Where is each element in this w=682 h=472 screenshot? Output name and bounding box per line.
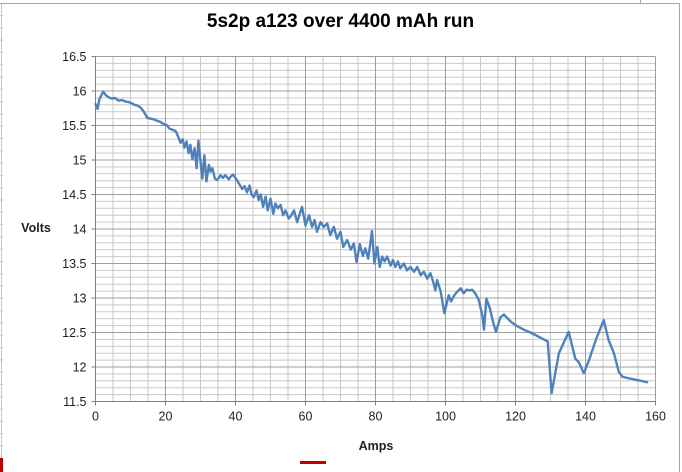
x-tick-label: 20 xyxy=(159,410,173,424)
y-tick-label: 12.5 xyxy=(62,326,86,340)
chart-title: 5s2p a123 over 4400 mAh run xyxy=(206,11,475,32)
x-tick-label: 120 xyxy=(505,410,526,424)
axes xyxy=(91,56,656,406)
x-tick-label: 40 xyxy=(229,410,243,424)
y-tick-label: 14.5 xyxy=(62,188,86,202)
x-tick-label: 140 xyxy=(575,410,596,424)
y-tick-label: 16.5 xyxy=(62,50,86,64)
x-tick-label: 0 xyxy=(92,410,99,424)
gridlines-major xyxy=(95,56,656,402)
x-axis-title: Amps xyxy=(358,439,394,453)
y-axis-title: Volts xyxy=(21,221,51,235)
x-tick-label: 80 xyxy=(369,410,383,424)
x-tick-label: 60 xyxy=(299,410,313,424)
red-edge-artifact xyxy=(0,458,3,472)
y-tick-label: 13.5 xyxy=(62,257,86,271)
x-tick-label: 160 xyxy=(645,410,666,424)
red-edge-artifact xyxy=(300,461,326,464)
y-tick-label: 15 xyxy=(73,154,87,168)
y-tick-label: 16 xyxy=(73,85,87,99)
y-tick-label: 14 xyxy=(73,223,87,237)
x-tick-label: 100 xyxy=(435,410,456,424)
y-tick-label: 11.5 xyxy=(63,395,86,409)
tick-labels: 16.5 16 15.5 15 14.5 14 13.5 13 12.5 12 11.5 0 20 40 6… xyxy=(62,50,666,424)
y-tick-label: 15.5 xyxy=(62,119,86,133)
y-tick-label: 12 xyxy=(73,361,87,375)
y-tick-label: 13 xyxy=(73,292,87,306)
data-series-line xyxy=(94,90,649,395)
